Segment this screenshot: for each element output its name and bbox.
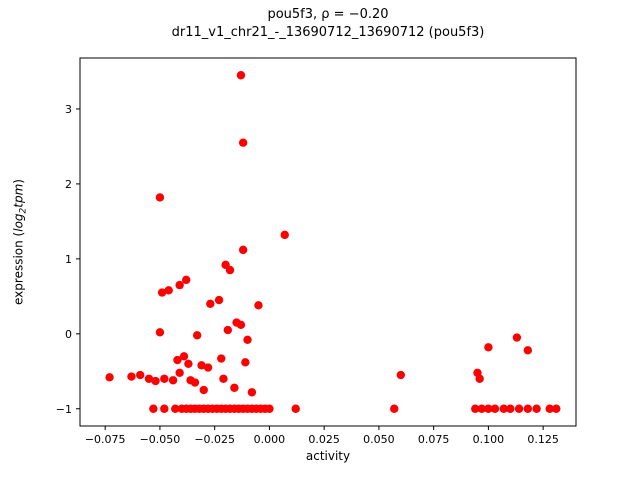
scatter-point bbox=[105, 373, 114, 382]
y-tick-label: 2 bbox=[65, 178, 72, 191]
scatter-point bbox=[197, 361, 206, 370]
y-tick-label: −1 bbox=[56, 403, 72, 416]
scatter-point bbox=[219, 374, 228, 383]
scatter-point bbox=[149, 404, 158, 413]
scatter-point bbox=[225, 265, 235, 275]
scatter-point bbox=[523, 346, 533, 355]
scatter-point bbox=[192, 331, 202, 340]
x-axis-label: activity bbox=[305, 449, 351, 463]
x-tick-label: −0.050 bbox=[140, 433, 181, 446]
scatter-point bbox=[230, 383, 239, 392]
scatter-point bbox=[217, 354, 226, 363]
y-axis-label-log: log bbox=[11, 213, 26, 232]
x-tick-label: 0.075 bbox=[418, 433, 450, 446]
scatter-point bbox=[490, 404, 500, 413]
scatter-point bbox=[199, 385, 208, 395]
x-tick-label: 0.100 bbox=[473, 433, 505, 446]
scatter-point bbox=[190, 378, 200, 387]
scatter-point bbox=[164, 286, 173, 295]
chart-title: pou5f3, ρ = −0.20 bbox=[267, 7, 389, 22]
scatter-point bbox=[136, 370, 145, 380]
scatter-point bbox=[238, 245, 248, 255]
scatter-point bbox=[265, 404, 274, 413]
scatter-point bbox=[171, 404, 180, 413]
scatter-point bbox=[206, 299, 215, 309]
y-tick-label: 1 bbox=[65, 253, 72, 266]
scatter-point bbox=[506, 404, 515, 413]
scatter-point bbox=[160, 404, 169, 413]
scatter-point bbox=[254, 301, 263, 310]
scatter-point bbox=[236, 320, 246, 330]
scatter-point bbox=[396, 370, 406, 380]
scatter-point bbox=[499, 404, 508, 413]
scatter-point bbox=[155, 328, 165, 337]
scatter-point bbox=[175, 280, 184, 290]
y-axis-label-sub: 2 bbox=[18, 207, 29, 214]
scatter-point bbox=[484, 404, 493, 413]
scatter-point bbox=[532, 404, 541, 413]
y-axis-label-prefix: expression ( bbox=[11, 231, 26, 305]
scatter-point bbox=[179, 352, 189, 361]
scatter-point bbox=[151, 376, 160, 386]
scatter-point bbox=[545, 404, 554, 413]
y-tick-label: 0 bbox=[65, 328, 72, 341]
scatter-point bbox=[291, 404, 300, 413]
scatter-point bbox=[247, 388, 257, 397]
chart-subtitle: dr11_v1_chr21_-_13690712_13690712 (pou5f… bbox=[171, 25, 485, 40]
scatter-point bbox=[512, 333, 522, 342]
y-axis-label-tpm: tpm bbox=[11, 183, 26, 208]
scatter-point bbox=[243, 335, 252, 345]
y-tick-label: 3 bbox=[65, 103, 72, 116]
scatter-point bbox=[160, 374, 169, 383]
scatter-point bbox=[280, 230, 289, 240]
x-tick-label: 0.125 bbox=[527, 433, 559, 446]
scatter-point bbox=[236, 71, 246, 80]
scatter-point bbox=[203, 363, 213, 372]
scatter-point bbox=[484, 343, 493, 352]
scatter-point bbox=[184, 359, 193, 368]
x-tick-label: 0.025 bbox=[308, 433, 340, 446]
y-axis-label: expression (log2tpm) bbox=[11, 179, 28, 305]
x-tick-label: 0.000 bbox=[254, 433, 286, 446]
axes-frame bbox=[79, 57, 577, 427]
scatter-point bbox=[214, 295, 224, 305]
scatter-point bbox=[238, 138, 248, 147]
scatter-point bbox=[175, 368, 184, 377]
scatter-point bbox=[182, 275, 191, 285]
scatter-point bbox=[514, 404, 524, 413]
scatter-point bbox=[523, 404, 533, 413]
scatter-point bbox=[127, 372, 136, 381]
x-tick-label: −0.025 bbox=[194, 433, 235, 446]
scatter-point bbox=[471, 404, 480, 413]
scatter-point bbox=[155, 193, 165, 202]
scatter-point bbox=[223, 325, 233, 335]
scatter-point bbox=[173, 355, 182, 365]
scatter-point bbox=[552, 404, 561, 413]
scatter-point bbox=[475, 374, 484, 383]
scatter-point bbox=[144, 374, 154, 383]
x-tick-label: 0.050 bbox=[363, 433, 395, 446]
y-axis-label-suffix: ) bbox=[11, 179, 26, 184]
scatter-point bbox=[157, 288, 167, 297]
scatter-point bbox=[390, 404, 399, 413]
scatter-point bbox=[477, 404, 487, 413]
x-tick-label: −0.075 bbox=[85, 433, 126, 446]
scatter-point bbox=[168, 376, 178, 385]
scatter-point bbox=[241, 358, 250, 367]
